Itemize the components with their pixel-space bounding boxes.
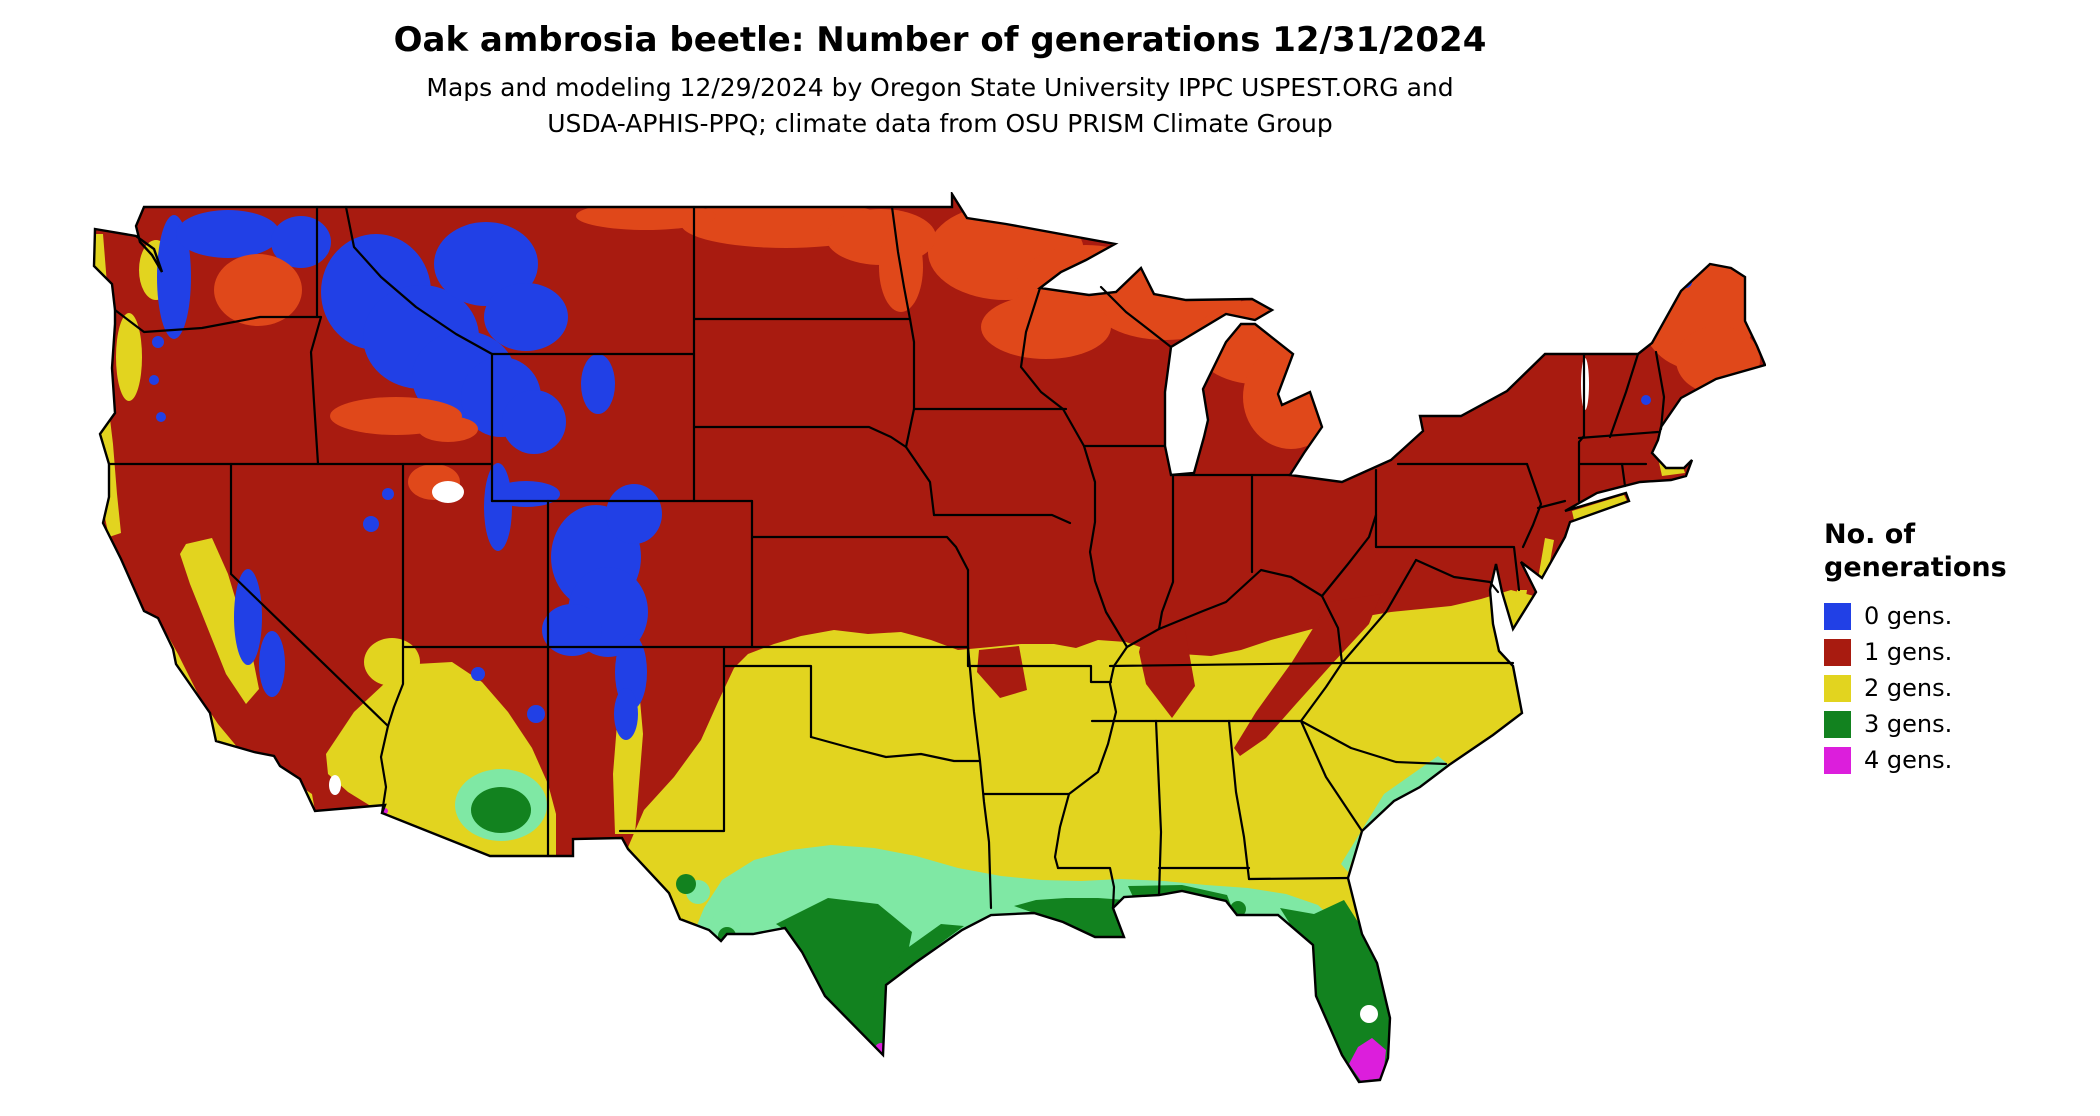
interior-lakes xyxy=(329,358,1589,1023)
us-generations-map xyxy=(92,192,1767,1084)
legend-label-2-gens: 2 gens. xyxy=(1864,674,1953,702)
legend-swatch-3-gens xyxy=(1824,710,1851,738)
legend-label-3-gens: 3 gens. xyxy=(1864,710,1953,738)
map-container xyxy=(86,192,1767,1103)
legend-item-3-gens: 3 gens. xyxy=(1824,706,2084,742)
map-legend: No. of generations 0 gens. 1 gens. 2 gen… xyxy=(1824,518,2084,778)
subtitle-line-2: USDA-APHIS-PPQ; climate data from OSU PR… xyxy=(547,109,1333,138)
legend-item-1-gens: 1 gens. xyxy=(1824,634,2084,670)
legend-swatch-2-gens xyxy=(1824,674,1851,702)
legend-label-0-gens: 0 gens. xyxy=(1864,602,1953,630)
map-region-0-gens xyxy=(149,210,1692,740)
map-region-1-gens-highland-tongues xyxy=(977,594,1381,756)
page-title: Oak ambrosia beetle: Number of generatio… xyxy=(393,20,1487,60)
state-borders xyxy=(107,205,1666,910)
legend-swatch-4-gens xyxy=(1824,746,1851,774)
legend-item-0-gens: 0 gens. xyxy=(1824,598,2084,634)
legend-label-4-gens: 4 gens. xyxy=(1864,746,1953,774)
legend-swatch-0-gens xyxy=(1824,602,1851,630)
title-block: Oak ambrosia beetle: Number of generatio… xyxy=(60,18,1820,142)
legend-title-line-1: No. of xyxy=(1824,519,1916,550)
subtitle-line-1: Maps and modeling 12/29/2024 by Oregon S… xyxy=(426,73,1454,102)
page-subtitle: Maps and modeling 12/29/2024 by Oregon S… xyxy=(60,70,1820,142)
legend-title-line-2: generations xyxy=(1824,552,2007,583)
legend-item-4-gens: 4 gens. xyxy=(1824,742,2084,778)
legend-swatch-1-gens xyxy=(1824,638,1851,666)
legend-title: No. of generations xyxy=(1824,518,2084,584)
legend-item-2-gens: 2 gens. xyxy=(1824,670,2084,706)
legend-label-1-gens: 1 gens. xyxy=(1864,638,1953,666)
legend-items: 0 gens. 1 gens. 2 gens. 3 gens. 4 gens. xyxy=(1824,598,2084,778)
